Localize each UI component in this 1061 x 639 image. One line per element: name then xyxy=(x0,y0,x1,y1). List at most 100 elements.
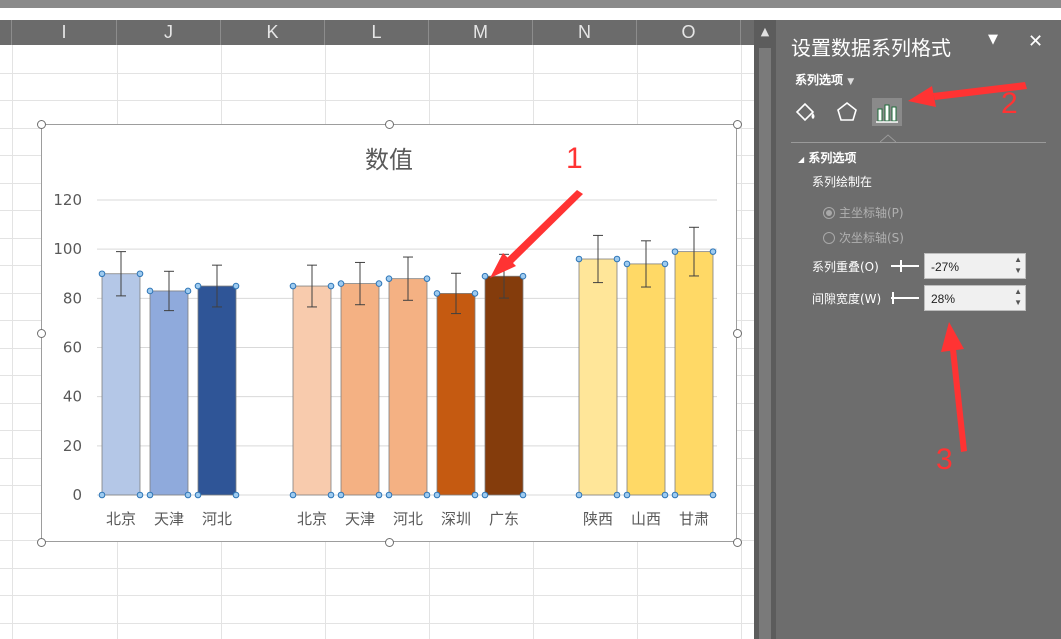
selection-handle xyxy=(433,290,441,297)
chevron-down-icon: ▼ xyxy=(847,77,855,87)
bar[interactable] xyxy=(292,285,332,496)
bar[interactable] xyxy=(436,293,476,496)
series-options-dropdown[interactable]: 系列选项 ▼ xyxy=(795,71,854,88)
selection-handle xyxy=(232,282,240,290)
column-header-partial[interactable] xyxy=(0,20,12,45)
column-header-m[interactable]: M xyxy=(429,20,533,45)
column-gridline xyxy=(741,45,742,639)
series-overlap-input[interactable]: -27% ▲ ▼ xyxy=(924,253,1026,279)
x-category-label: 天津 xyxy=(154,510,184,528)
gap-width-slider[interactable] xyxy=(891,292,919,304)
bar-chart-icon xyxy=(876,104,898,123)
column-header-o[interactable]: O xyxy=(637,20,741,45)
resize-handle-tl[interactable] xyxy=(37,120,46,129)
resize-handle-br[interactable] xyxy=(733,538,742,547)
selection-handle xyxy=(98,491,106,499)
series-options-dropdown-label: 系列选项 xyxy=(795,73,844,87)
selection-handle xyxy=(481,491,489,499)
selection-handle xyxy=(671,491,679,499)
slider-knob[interactable] xyxy=(900,260,902,272)
selection-handle xyxy=(423,275,431,282)
pane-options-chevron-icon[interactable]: ▼ xyxy=(988,32,998,47)
format-data-series-pane: 设置数据系列格式 ▼ ✕ 系列选项 ▼ ◢ 系列选项 系列绘制在 主坐标轴(P)… xyxy=(776,20,1061,639)
selection-handle xyxy=(375,280,383,287)
bar[interactable] xyxy=(340,283,380,496)
slider-knob[interactable] xyxy=(892,292,894,304)
primary-axis-radio[interactable]: 主坐标轴(P) xyxy=(823,204,904,221)
spin-down-icon[interactable]: ▼ xyxy=(1014,298,1022,307)
section-series-options[interactable]: ◢ 系列选项 xyxy=(798,149,856,166)
plot-series-on-label: 系列绘制在 xyxy=(812,175,873,189)
bar[interactable] xyxy=(197,285,237,496)
radio-empty-icon xyxy=(823,232,835,244)
y-tick-label: 60 xyxy=(63,339,82,357)
selection-handle xyxy=(289,282,297,290)
gap-width-input[interactable]: 28% ▲ ▼ xyxy=(924,285,1026,311)
x-category-label: 广东 xyxy=(489,510,519,528)
x-category-label: 北京 xyxy=(106,510,136,528)
selection-handle xyxy=(327,282,335,290)
column-header-k[interactable]: K xyxy=(221,20,325,45)
selection-handle xyxy=(623,491,631,499)
resize-handle-bl[interactable] xyxy=(37,538,46,547)
row-gridline xyxy=(0,623,754,624)
selection-handle xyxy=(337,491,345,499)
selection-handle xyxy=(519,491,527,499)
resize-handle-tc[interactable] xyxy=(385,120,394,129)
secondary-axis-radio[interactable]: 次坐标轴(S) xyxy=(823,229,904,246)
bar[interactable] xyxy=(388,278,428,496)
selection-handle xyxy=(136,491,144,499)
bar[interactable] xyxy=(578,258,618,496)
y-tick-label: 40 xyxy=(63,388,82,406)
bar[interactable] xyxy=(674,251,714,496)
bar[interactable] xyxy=(101,273,141,496)
resize-handle-bc[interactable] xyxy=(385,538,394,547)
selection-handle xyxy=(194,491,202,499)
x-category-label: 北京 xyxy=(297,510,327,528)
column-header-j[interactable]: J xyxy=(117,20,221,45)
x-category-label: 河北 xyxy=(202,510,232,528)
series-options-tab[interactable] xyxy=(872,98,902,126)
selection-handle xyxy=(146,287,154,295)
column-header-l[interactable]: L xyxy=(325,20,429,45)
close-icon[interactable]: ✕ xyxy=(1028,31,1044,52)
fill-line-tab[interactable] xyxy=(791,98,821,126)
selection-handle xyxy=(471,491,479,499)
spin-up-icon[interactable]: ▲ xyxy=(1014,255,1022,264)
secondary-axis-label: 次坐标轴(S) xyxy=(839,231,904,245)
resize-handle-tr[interactable] xyxy=(733,120,742,129)
column-header-n[interactable]: N xyxy=(533,20,637,45)
selection-handle xyxy=(385,491,393,499)
scroll-thumb[interactable] xyxy=(759,48,771,639)
selection-handle xyxy=(671,248,679,255)
selection-handle xyxy=(136,270,144,278)
series-overlap-value: -27% xyxy=(931,260,960,274)
ribbon-edge xyxy=(0,0,1061,8)
bar[interactable] xyxy=(484,275,524,496)
slider-track xyxy=(891,297,919,299)
selection-handle xyxy=(184,287,192,295)
selection-handle xyxy=(184,491,192,499)
spin-down-icon[interactable]: ▼ xyxy=(1014,266,1022,275)
effects-tab[interactable] xyxy=(832,98,862,126)
selection-handle xyxy=(232,491,240,499)
selection-handle xyxy=(289,491,297,499)
selection-handle xyxy=(661,260,669,268)
scroll-up-icon[interactable]: ▲ xyxy=(760,25,770,38)
chart-title[interactable]: 数值 xyxy=(365,146,413,174)
selection-handle xyxy=(423,491,431,499)
bar[interactable] xyxy=(149,290,189,496)
bar[interactable] xyxy=(626,263,666,496)
column-header-i[interactable]: I xyxy=(12,20,117,45)
selection-handle xyxy=(385,275,393,282)
vertical-scrollbar[interactable]: ▲ xyxy=(754,20,776,639)
chart-area[interactable]: 数值 0 20 40 60 80 100 120 北京 天津 河北 北京 天津 河北 深圳 广东 陕西 山西 甘肃 xyxy=(41,124,737,542)
resize-handle-mr[interactable] xyxy=(733,329,742,338)
selection-handle xyxy=(471,290,479,297)
resize-handle-ml[interactable] xyxy=(37,329,46,338)
series-overlap-slider[interactable] xyxy=(891,260,919,272)
selection-handle xyxy=(709,491,717,499)
spin-up-icon[interactable]: ▲ xyxy=(1014,287,1022,296)
column-gridline xyxy=(12,45,13,639)
